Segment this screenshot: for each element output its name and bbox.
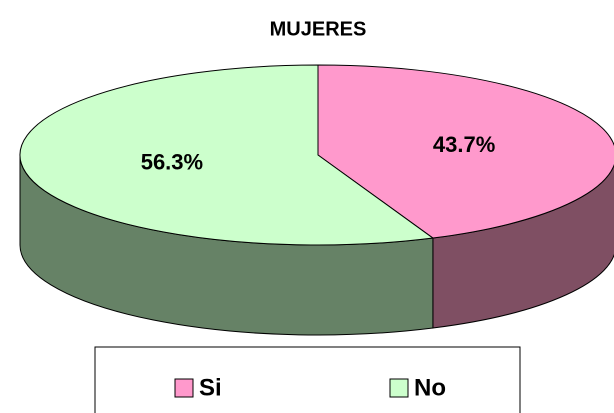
data-label: 43.7%	[433, 132, 495, 157]
data-label: 56.3%	[141, 150, 203, 175]
pie-slice	[19, 64, 435, 246]
legend-swatch	[174, 378, 194, 398]
legend-swatch	[389, 378, 409, 398]
legend-label: Si	[199, 374, 222, 401]
pie-slice	[317, 64, 614, 239]
chart-title: MUJERES	[270, 18, 367, 40]
legend-box	[94, 346, 521, 413]
legend-label: No	[414, 374, 446, 401]
